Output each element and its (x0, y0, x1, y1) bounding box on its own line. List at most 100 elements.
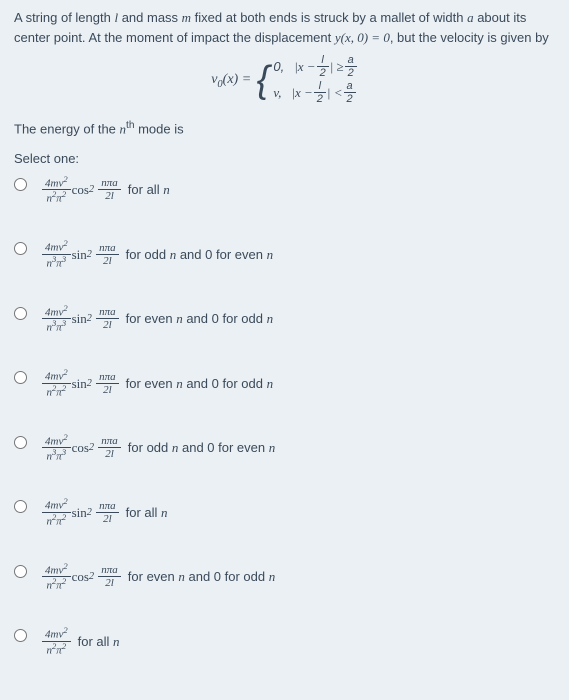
option-1-content: 4mv2n2π2 cos2 nπa2l for all n (41, 175, 170, 206)
radio-3[interactable] (14, 307, 27, 320)
o5-num-sup: 2 (63, 432, 67, 442)
intro-text-3: fixed at both ends is struck by a mallet… (191, 10, 467, 25)
o1-sq: 2 (89, 182, 94, 197)
velocity-piecewise: v0(x) = { 0, |x − l2 | ≥ a2 v, |x − l2 |… (14, 53, 555, 106)
frac-a-den-2: 2 (344, 93, 356, 105)
o3-sin: sin (72, 309, 87, 329)
o6-num: 4mv (45, 500, 63, 512)
o4-num: 4mv (45, 371, 63, 383)
option-8-content: 4mv2n2π2 for all n (41, 626, 120, 657)
option-5[interactable]: 4mv2n3π3 cos2 nπa2l for odd n and 0 for … (14, 433, 555, 464)
option-6[interactable]: 4mv2n2π2 sin2 nπa2l for all n (14, 497, 555, 528)
case1-cond-b: | ≥ (330, 57, 344, 77)
o6-sq: 2 (87, 505, 92, 520)
o8-tail: for all (78, 634, 113, 649)
o1-arg-num: nπa (98, 177, 121, 190)
option-1[interactable]: 4mv2n2π2 cos2 nπa2l for all n (14, 175, 555, 206)
o7-tail-a: for even (128, 569, 179, 584)
case2-val: v, (273, 83, 281, 103)
o7-sq: 2 (89, 569, 94, 584)
o3-arg-den: 2l (96, 319, 119, 331)
o2-arg-den: 2l (96, 255, 119, 267)
o6-num-sup: 2 (63, 496, 67, 506)
var-m: m (182, 10, 191, 25)
energy-prompt: The energy of the nth mode is (14, 118, 555, 139)
case2-cond-b: | < (327, 83, 343, 103)
o4-num-sup: 2 (63, 367, 67, 377)
o6-arg-den: 2l (96, 513, 119, 525)
cases: 0, |x − l2 | ≥ a2 v, |x − l2 | < a2 (273, 53, 357, 106)
option-7[interactable]: 4mv2n2π2 cos2 nπa2l for even n and 0 for… (14, 562, 555, 593)
o5-arg-den: 2l (98, 448, 121, 460)
energy-text-2: mode is (134, 122, 183, 137)
radio-4[interactable] (14, 371, 27, 384)
o1-arg-den: 2l (98, 190, 121, 202)
option-4-content: 4mv2n2π2 sin2 nπa2l for even n and 0 for… (41, 368, 273, 399)
o4-arg-den: 2l (96, 384, 119, 396)
frac-l-num: l (317, 54, 329, 67)
o4-sq: 2 (87, 376, 92, 391)
o4-arg-num: nπa (96, 371, 119, 384)
o5-tail-b: and 0 for even (178, 440, 268, 455)
o2-num-sup: 2 (63, 238, 67, 248)
o3-num-sup: 2 (63, 303, 67, 313)
o7-arg-num: nπa (98, 564, 121, 577)
radio-6[interactable] (14, 500, 27, 513)
o3-num: 4mv (45, 306, 63, 318)
o3-sq: 2 (87, 311, 92, 326)
o4-tail-n2: n (267, 376, 274, 391)
v0-arg: (x) = (223, 72, 255, 87)
o8-num-sup: 2 (63, 625, 67, 635)
frac-a-den: 2 (345, 67, 357, 79)
o1-tail-n: n (163, 182, 170, 197)
option-5-content: 4mv2n3π3 cos2 nπa2l for odd n and 0 for … (41, 433, 275, 464)
o7-tail-n2: n (269, 569, 276, 584)
o7-arg-den: 2l (98, 577, 121, 589)
energy-text-1: The energy of the (14, 122, 120, 137)
radio-5[interactable] (14, 436, 27, 449)
option-4[interactable]: 4mv2n2π2 sin2 nπa2l for even n and 0 for… (14, 368, 555, 399)
o8-num: 4mv (45, 629, 63, 641)
o2-sq: 2 (87, 247, 92, 262)
frac-l-num-2: l (314, 80, 326, 93)
o8-tail-n: n (113, 634, 120, 649)
option-3[interactable]: 4mv2n3π3 sin2 nπa2l for even n and 0 for… (14, 304, 555, 335)
o5-tail-n2: n (269, 440, 276, 455)
o3-tail-b: and 0 for odd (183, 311, 267, 326)
o2-tail-b: and 0 for even (176, 247, 266, 262)
frac-l-den-2: 2 (314, 93, 326, 105)
o2-sin: sin (72, 245, 87, 265)
o1-num: 4mv (45, 177, 63, 189)
o1-cos: cos (72, 180, 89, 200)
o6-tail-n: n (161, 505, 168, 520)
o2-tail-a: for odd (126, 247, 170, 262)
option-7-content: 4mv2n2π2 cos2 nπa2l for even n and 0 for… (41, 562, 275, 593)
radio-2[interactable] (14, 242, 27, 255)
radio-7[interactable] (14, 565, 27, 578)
case2-cond-a: |x − (291, 83, 312, 103)
option-2[interactable]: 4mv2n3π3 sin2 nπa2l for odd n and 0 for … (14, 239, 555, 270)
o2-tail-n2: n (267, 247, 274, 262)
o7-tail-b: and 0 for odd (185, 569, 269, 584)
o3-tail-n2: n (267, 311, 274, 326)
option-2-content: 4mv2n3π3 sin2 nπa2l for odd n and 0 for … (41, 239, 273, 270)
o1-num-sup: 2 (63, 174, 67, 184)
problem-statement: A string of length l and mass m fixed at… (14, 8, 555, 47)
option-8[interactable]: 4mv2n2π2 for all n (14, 626, 555, 657)
o6-sin: sin (72, 503, 87, 523)
o1-tail: for all (128, 182, 163, 197)
radio-8[interactable] (14, 629, 27, 642)
select-one-label: Select one: (14, 149, 555, 169)
o3-arg-num: nπa (96, 306, 119, 319)
option-3-content: 4mv2n3π3 sin2 nπa2l for even n and 0 for… (41, 304, 273, 335)
o6-tail: for all (126, 505, 161, 520)
frac-l-den: 2 (317, 67, 329, 79)
radio-1[interactable] (14, 178, 27, 191)
frac-a-num: a (345, 54, 357, 67)
intro-text-1: A string of length (14, 10, 114, 25)
o6-arg-num: nπa (96, 500, 119, 513)
left-brace: { (257, 61, 270, 99)
o2-num: 4mv (45, 242, 63, 254)
intro-text-5: , but the velocity is given by (390, 30, 549, 45)
o7-num-sup: 2 (63, 561, 67, 571)
